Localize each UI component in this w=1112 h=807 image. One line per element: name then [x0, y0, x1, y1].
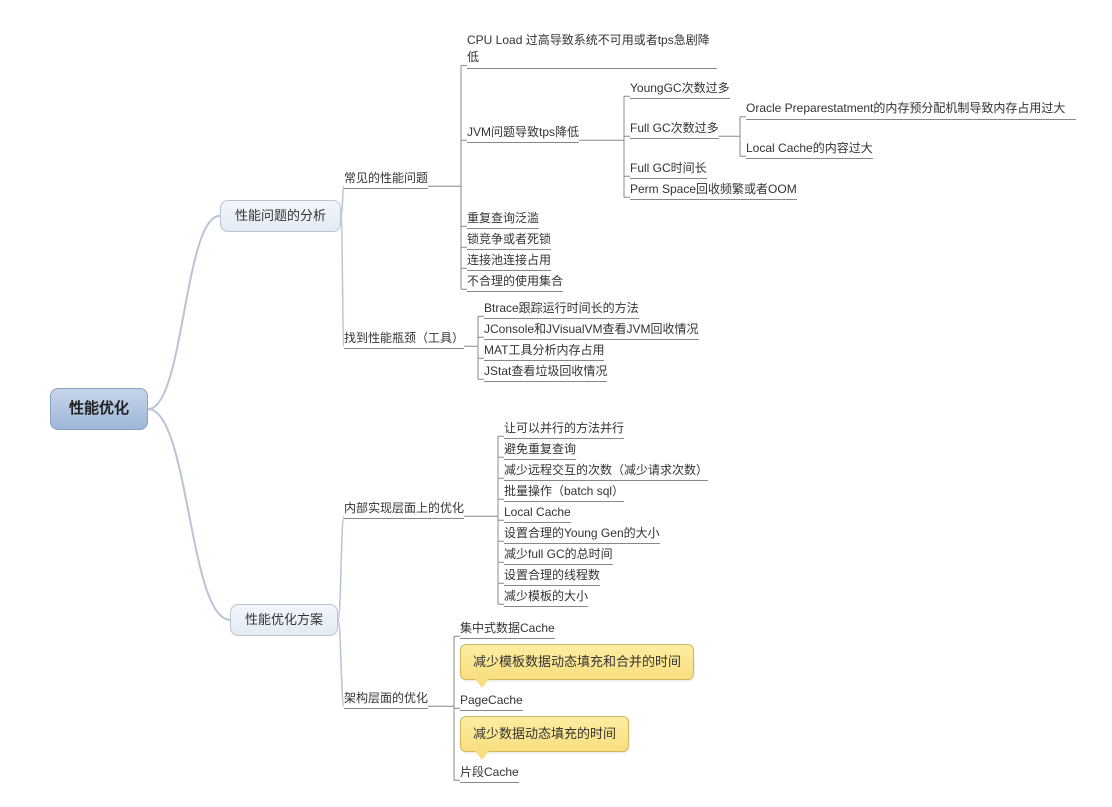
- int-8: 设置合理的线程数: [504, 567, 600, 586]
- arch-2: PageCache: [460, 692, 523, 711]
- jvm: JVM问题导致tps降低: [467, 124, 579, 143]
- sol-internal: 内部实现层面上的优化: [344, 500, 464, 519]
- jvm-oracle: Oracle Preparestatment的内存预分配机制导致内存占用过大: [746, 100, 1076, 120]
- int-2: 避免重复查询: [504, 441, 576, 460]
- arch-1: 集中式数据Cache: [460, 620, 555, 639]
- jvm-fulltime: Full GC时间长: [630, 160, 707, 179]
- analysis-tools: 找到性能瓶颈（工具）: [344, 330, 464, 349]
- jvm-local: Local Cache的内容过大: [746, 140, 873, 159]
- branch-solutions: 性能优化方案: [230, 604, 338, 636]
- tool-jconsole: JConsole和JVisualVM查看JVM回收情况: [484, 321, 699, 340]
- int-1: 让可以并行的方法并行: [504, 420, 624, 439]
- analysis-common: 常见的性能问题: [344, 170, 428, 189]
- lock: 锁竞争或者死锁: [467, 231, 551, 250]
- sol-arch: 架构层面的优化: [344, 690, 428, 709]
- arch-1c: 减少模板数据动态填充和合并的时间: [460, 644, 694, 680]
- int-7: 减少full GC的总时间: [504, 546, 613, 565]
- int-4: 批量操作（batch sql）: [504, 483, 624, 502]
- arch-3: 片段Cache: [460, 764, 519, 783]
- tool-mat: MAT工具分析内存占用: [484, 342, 604, 361]
- collection: 不合理的使用集合: [467, 273, 563, 292]
- tool-jstat: JStat查看垃圾回收情况: [484, 363, 607, 382]
- int-9: 减少模板的大小: [504, 588, 588, 607]
- int-3: 减少远程交互的次数（减少请求次数）: [504, 462, 708, 481]
- jvm-perm: Perm Space回收频繁或者OOM: [630, 181, 797, 200]
- jvm-young: YoungGC次数过多: [630, 80, 730, 99]
- jvm-fullcount: Full GC次数过多: [630, 120, 719, 139]
- connector-canvas: [0, 0, 1112, 807]
- int-5: Local Cache: [504, 504, 571, 523]
- int-6: 设置合理的Young Gen的大小: [504, 525, 660, 544]
- arch-2c: 减少数据动态填充的时间: [460, 716, 629, 752]
- cpu: CPU Load 过高导致系统不可用或者tps急剧降低: [467, 32, 717, 69]
- dup: 重复查询泛滥: [467, 210, 539, 229]
- root: 性能优化: [50, 388, 148, 430]
- tool-btrace: Btrace跟踪运行时间长的方法: [484, 300, 639, 319]
- branch-analysis: 性能问题的分析: [220, 200, 341, 232]
- pool: 连接池连接占用: [467, 252, 551, 271]
